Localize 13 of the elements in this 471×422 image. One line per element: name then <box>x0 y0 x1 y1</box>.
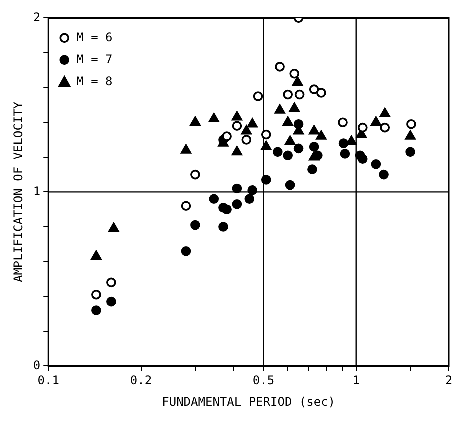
x-tick-label: 0.1 <box>38 374 60 388</box>
y-tick-label: 2 <box>33 10 41 24</box>
y-axis-title: AMPLIFICATION OF VELOCITY <box>11 101 26 283</box>
y-tick-label: 0 <box>33 358 41 372</box>
x-tick-label: 1 <box>352 374 360 388</box>
legend-label: M = 8 <box>76 74 113 88</box>
x-tick-label: 0.2 <box>130 374 152 388</box>
y-tick-label: 1 <box>33 184 41 198</box>
x-tick-label: 2 <box>445 374 453 388</box>
legend-label: M = 6 <box>76 30 113 44</box>
x-tick-label: 0.5 <box>252 374 275 388</box>
x-axis-title: FUNDAMENTAL PERIOD (sec) <box>162 394 336 409</box>
legend-label: M = 7 <box>76 52 113 66</box>
